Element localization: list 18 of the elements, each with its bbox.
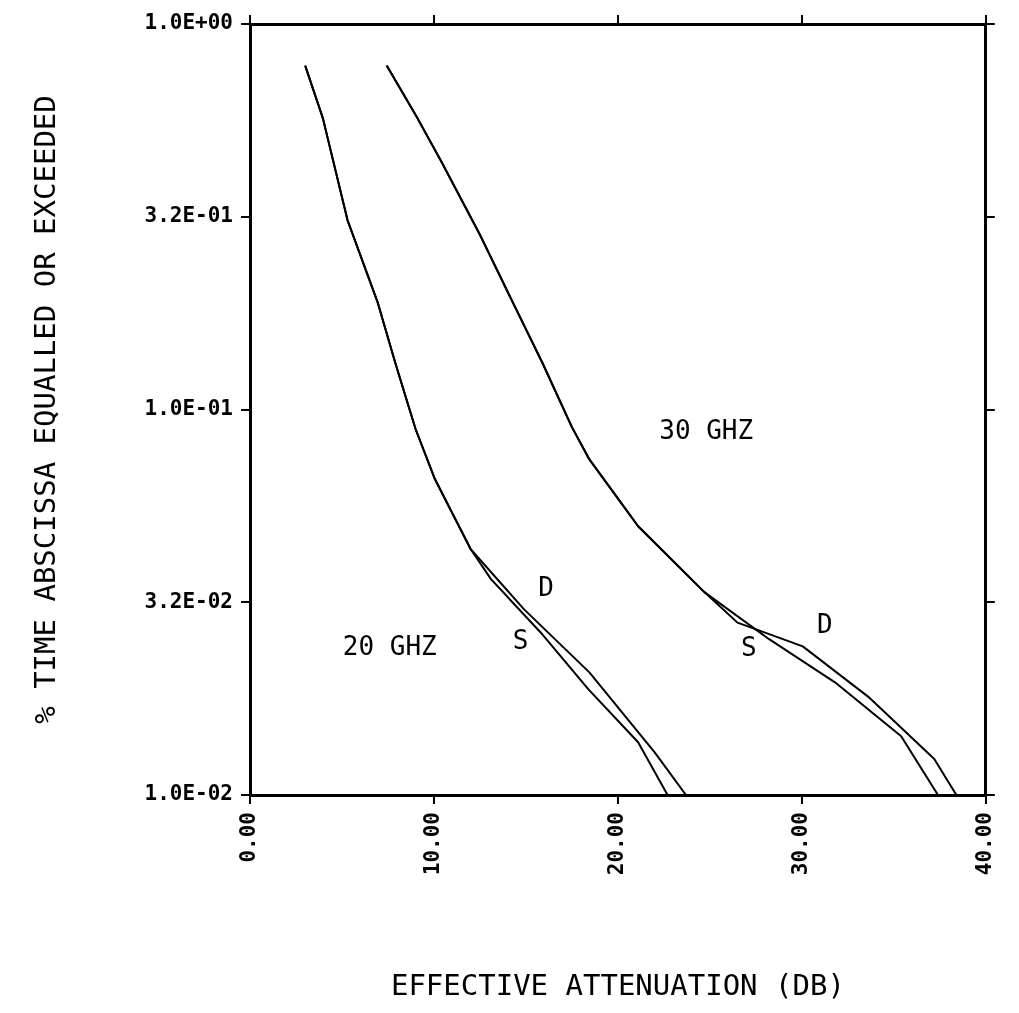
x-tick-label: 0.00 (236, 812, 261, 863)
y-tick-label: 3.2E-01 (144, 203, 233, 228)
series-label: D (538, 572, 554, 603)
x-tick-label: 30.00 (788, 812, 813, 876)
y-tick-label: 1.0E+00 (144, 10, 233, 35)
y-tick-label: 1.0E-01 (144, 395, 233, 420)
x-tick-label: 10.00 (420, 812, 445, 876)
annotation: 30 GHZ (659, 415, 754, 446)
series-label: D (816, 609, 833, 640)
x-axis-title: EFFECTIVE ATTENUATION (DB) (390, 968, 845, 1003)
x-tick-label: 20.00 (604, 812, 629, 876)
y-tick-label: 1.0E-02 (144, 781, 233, 806)
y-axis-title: % TIME ABSCISSA EQUALLED OR EXCEEDED (27, 95, 62, 724)
series-label: S (512, 625, 529, 656)
y-tick-label: 3.2E-02 (144, 588, 233, 613)
annotation: 20 GHZ (342, 631, 437, 662)
x-tick-label: 40.00 (972, 812, 997, 876)
series-label: S (740, 631, 757, 662)
